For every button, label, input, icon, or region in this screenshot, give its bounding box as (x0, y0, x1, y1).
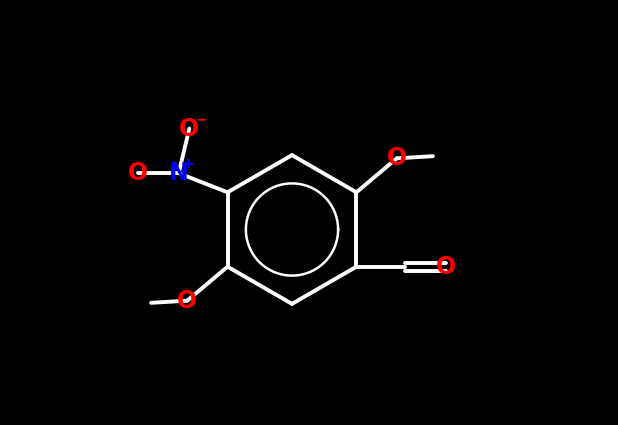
Text: O: O (387, 146, 407, 170)
Text: +: + (182, 157, 194, 171)
Text: O: O (177, 289, 197, 313)
Text: −: − (195, 112, 207, 126)
Text: O: O (129, 161, 148, 185)
Text: N: N (169, 161, 188, 185)
Text: O: O (179, 116, 200, 141)
Text: O: O (436, 255, 455, 279)
